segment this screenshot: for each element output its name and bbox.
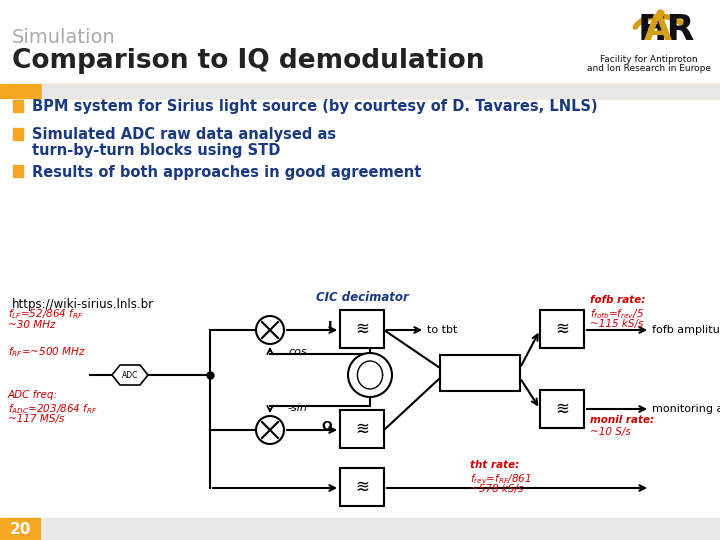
Bar (42, 84, 720, 98)
Text: CORDIC: CORDIC (456, 363, 504, 373)
Circle shape (256, 416, 284, 444)
Bar (0, 518, 40, 540)
Text: ≋: ≋ (555, 400, 569, 418)
Text: turn-by-turn blocks using STD: turn-by-turn blocks using STD (32, 144, 280, 159)
Bar (13, 128, 23, 140)
Text: ADC freq:: ADC freq: (8, 390, 58, 400)
Text: fofb rate:: fofb rate: (590, 295, 645, 305)
Text: Comparison to IQ demodulation: Comparison to IQ demodulation (12, 48, 485, 74)
Text: $f_{LF}$=52/864 $f_{RF}$: $f_{LF}$=52/864 $f_{RF}$ (8, 307, 84, 321)
Text: A: A (644, 13, 672, 47)
Text: Q: Q (321, 420, 332, 433)
Text: monitoring amplitude: monitoring amplitude (652, 404, 720, 414)
Text: NCO: NCO (355, 335, 385, 348)
Text: ~115 kS/s: ~115 kS/s (590, 319, 644, 329)
Text: ≋: ≋ (355, 478, 369, 496)
Text: $f_{RF}$=~500 MHz: $f_{RF}$=~500 MHz (8, 345, 86, 359)
Text: Results of both approaches in good agreement: Results of both approaches in good agree… (32, 165, 421, 179)
Text: $f_{ADC}$=203/864 $f_{RF}$: $f_{ADC}$=203/864 $f_{RF}$ (8, 402, 98, 416)
Text: Facility for Antiproton: Facility for Antiproton (600, 55, 698, 64)
Text: Simulated ADC raw data analysed as: Simulated ADC raw data analysed as (32, 126, 336, 141)
Text: 20: 20 (9, 522, 31, 537)
Text: monil rate:: monil rate: (590, 415, 654, 425)
Text: F: F (638, 13, 662, 47)
Text: Rect-to-polar: Rect-to-polar (449, 375, 512, 385)
Text: $f_{fofb}$=$f_{rev}$/5: $f_{fofb}$=$f_{rev}$/5 (590, 307, 644, 321)
Text: I: I (328, 320, 332, 333)
Bar (540, 390, 584, 428)
Text: ≋: ≋ (355, 320, 369, 338)
Text: ~578 kS/s: ~578 kS/s (470, 484, 523, 494)
Text: BPM system for Sirius light source (by courtesy of D. Tavares, LNLS): BPM system for Sirius light source (by c… (32, 99, 598, 114)
Bar (13, 165, 23, 177)
Bar (340, 410, 384, 448)
Text: ~117 MS/s: ~117 MS/s (8, 414, 64, 424)
Text: IR: IR (654, 13, 696, 47)
Text: Simulation: Simulation (12, 28, 116, 47)
Text: https://wiki-sirius.lnls.br: https://wiki-sirius.lnls.br (12, 298, 154, 311)
Text: ~10 S/s: ~10 S/s (590, 427, 631, 437)
Text: tht rate:: tht rate: (470, 460, 519, 470)
Text: cos: cos (288, 347, 307, 357)
Bar (440, 355, 520, 391)
Text: fofb amplitude: fofb amplitude (652, 325, 720, 335)
Text: ADC: ADC (122, 370, 138, 380)
Text: and Ion Research in Europe: and Ion Research in Europe (587, 64, 711, 73)
Circle shape (256, 316, 284, 344)
Text: ≋: ≋ (555, 320, 569, 338)
Bar (340, 310, 384, 348)
Text: $f_{rev}$=$f_{RF}$/861: $f_{rev}$=$f_{RF}$/861 (470, 472, 531, 486)
Text: ~30 MHz: ~30 MHz (8, 320, 55, 330)
Text: to tbt: to tbt (427, 325, 457, 335)
Bar (0, 84, 720, 98)
Circle shape (348, 353, 392, 397)
Bar (0, 518, 720, 540)
Bar (540, 310, 584, 348)
Bar (340, 468, 384, 506)
Text: ≋: ≋ (355, 420, 369, 438)
Bar (13, 100, 23, 112)
Polygon shape (112, 365, 148, 385)
Text: -sin: -sin (288, 403, 308, 413)
Text: CIC decimator: CIC decimator (315, 291, 408, 304)
